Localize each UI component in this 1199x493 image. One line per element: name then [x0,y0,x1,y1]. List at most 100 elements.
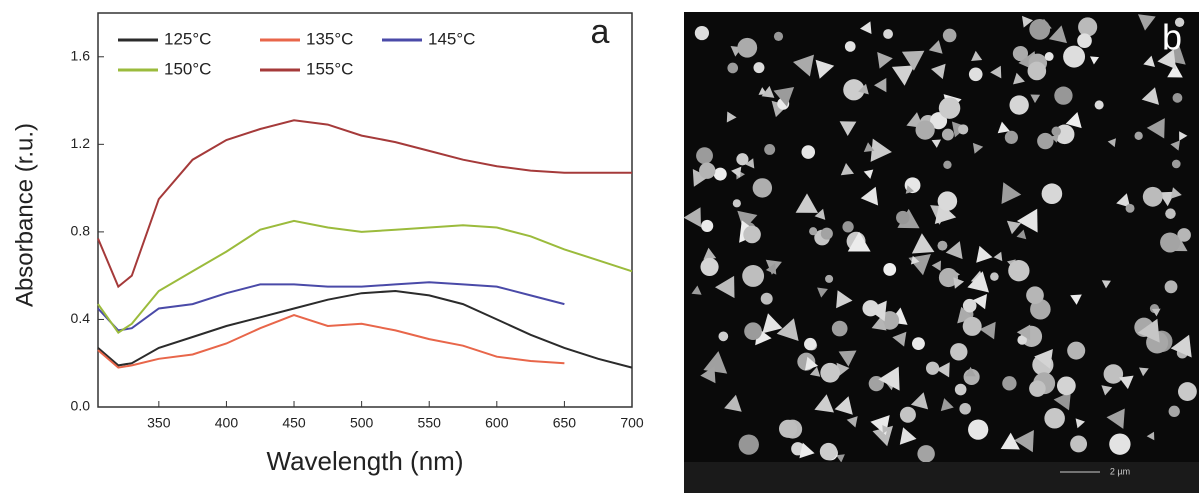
particle [968,67,983,82]
particle [1141,87,1159,105]
particle [1107,138,1116,148]
particle [928,40,943,54]
particle [1017,335,1027,345]
particle [1171,159,1181,169]
x-tick-label: 650 [553,415,577,431]
particle [940,398,954,412]
particle [1013,72,1025,85]
particle [937,191,958,211]
particle [1022,15,1033,28]
particle [945,241,963,260]
particle [997,121,1010,134]
particle [917,445,935,463]
particle [942,28,957,43]
particle [727,62,739,74]
particle [972,294,987,310]
particle [825,274,834,283]
particle [1027,61,1047,81]
particle [993,251,1003,262]
y-tick-label: 1.6 [71,47,91,63]
particle [872,425,893,447]
particle [799,442,815,459]
particle [793,54,814,77]
particle [1119,375,1134,390]
particle [742,265,765,287]
particle [1146,118,1165,139]
particle [911,233,935,254]
y-tick-label: 0.4 [71,310,91,326]
particle [1009,95,1029,115]
particle [965,366,976,377]
particle [1157,49,1177,70]
particle [804,356,819,371]
particle [1029,18,1051,40]
particle [700,257,719,277]
particle [1053,391,1071,411]
particle [1075,418,1085,429]
particle [809,366,821,377]
particle [840,163,854,176]
particle [1014,430,1034,453]
particle [696,147,713,165]
particle [764,143,776,155]
y-tick-label: 0.0 [71,398,91,414]
particle [765,263,777,275]
particle [744,322,762,341]
particle [1160,232,1181,253]
particle [738,434,759,455]
particle [1101,280,1111,289]
particle [692,169,709,187]
particle [1041,183,1063,205]
sem-info-bar [684,462,1199,493]
panel-label: b [1162,17,1182,58]
particle [715,275,735,299]
particle [1029,380,1046,397]
particle [941,128,954,141]
particle [846,416,858,428]
particle [1179,131,1188,141]
particle [836,454,845,463]
particle [863,142,875,152]
particle [1139,367,1149,377]
particle [1167,63,1183,78]
y-axis-title: Absorbance (r.u.) [11,123,38,307]
particle [950,343,968,361]
y-tick-label: 1.2 [71,135,91,151]
particle [1051,126,1061,136]
particle [726,111,737,123]
particle [1034,349,1053,369]
particle [870,138,892,162]
particle [1026,286,1044,305]
particle [737,37,758,58]
particle [1056,376,1076,396]
particle [990,272,999,281]
scale-bar-label: 2 µm [1110,466,1130,476]
particle [683,207,701,228]
particle [700,366,716,384]
particle [795,193,818,213]
series-line [97,289,633,369]
particle [1170,187,1182,199]
particle [804,337,817,351]
particle [691,285,702,295]
particle [910,392,929,410]
particle [819,442,838,461]
particle [1177,228,1191,242]
particle [820,227,833,240]
particle [699,162,716,179]
particle [842,221,854,233]
particle [979,321,996,340]
particle [954,383,967,396]
particle [743,225,761,244]
particle [1116,193,1131,208]
particle [732,199,741,208]
particle [962,316,982,336]
particle [831,320,848,337]
particle [814,394,834,413]
particle [972,142,984,154]
series-line [97,314,565,369]
particle [1170,140,1180,151]
particle [814,208,826,220]
particle [1008,260,1030,282]
particle [817,287,828,298]
